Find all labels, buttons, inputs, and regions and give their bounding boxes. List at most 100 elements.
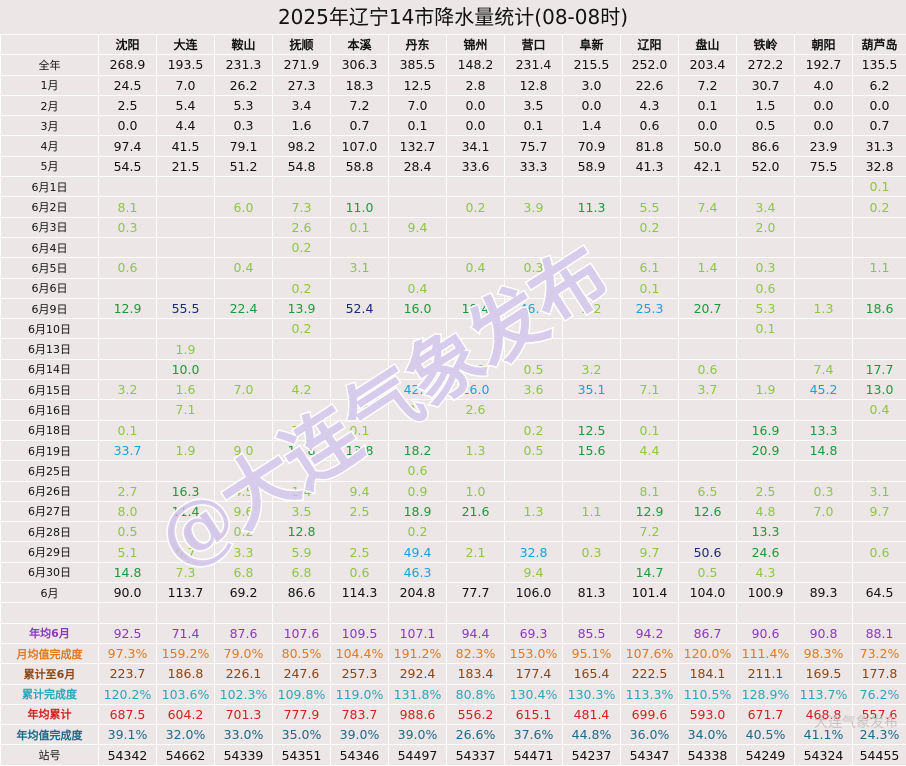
table-cell: 9.4	[331, 481, 389, 501]
table-cell	[157, 420, 215, 440]
table-cell: 5.9	[273, 542, 331, 562]
row-label: 年均值完成度	[1, 725, 99, 745]
table-cell: 107.6%	[621, 643, 679, 663]
table-cell	[215, 177, 273, 197]
table-cell: 34.0%	[679, 725, 737, 745]
table-cell: 0.5	[505, 440, 563, 460]
table-cell	[563, 481, 621, 501]
table-cell: 8.1	[99, 197, 157, 217]
table-cell	[157, 278, 215, 298]
table-cell: 0.0	[563, 95, 621, 115]
table-cell	[447, 278, 505, 298]
table-cell	[447, 562, 505, 582]
row-label: 6月19日	[1, 440, 99, 460]
table-cell: 2.6	[447, 400, 505, 420]
table-cell	[331, 603, 389, 623]
table-cell	[215, 461, 273, 481]
table-cell: 215.5	[563, 55, 621, 75]
table-cell: 1.5	[737, 95, 795, 115]
table-cell: 54347	[621, 745, 679, 765]
table-cell	[737, 177, 795, 197]
table-cell	[563, 339, 621, 359]
table-cell: 9.4	[331, 400, 389, 420]
table-cell: 24.6	[737, 542, 795, 562]
table-cell: 13.0	[853, 380, 906, 400]
table-cell: 75.5	[795, 156, 853, 176]
table-cell	[795, 603, 853, 623]
table-cell: 12.8	[505, 75, 563, 95]
table-cell: 76.2%	[853, 684, 906, 704]
table-cell	[389, 420, 447, 440]
table-cell: 13.3	[795, 420, 853, 440]
table-cell: 17.7	[853, 359, 906, 379]
table-cell: 292.4	[389, 664, 447, 684]
table-cell: 16.0	[389, 298, 447, 318]
table-cell: 8.0	[99, 501, 157, 521]
table-cell: 3.2	[99, 380, 157, 400]
table-cell: 3.9	[505, 197, 563, 217]
table-cell: 75.7	[505, 136, 563, 156]
table-cell: 79.1	[215, 136, 273, 156]
table-cell: 85.5	[563, 623, 621, 643]
table-cell: 2.5	[737, 481, 795, 501]
row-label: 6月30日	[1, 562, 99, 582]
table-cell	[99, 400, 157, 420]
table-cell: 54497	[389, 745, 447, 765]
table-cell: 0.2	[215, 522, 273, 542]
table-cell: 0.3	[737, 258, 795, 278]
table-cell: 45.2	[795, 380, 853, 400]
table-cell: 70.9	[563, 136, 621, 156]
row-label: 6月	[1, 583, 99, 603]
table-cell: 0.4	[389, 278, 447, 298]
table-cell	[853, 461, 906, 481]
table-cell	[273, 461, 331, 481]
table-cell	[331, 319, 389, 339]
table-cell: 0.0	[679, 116, 737, 136]
table-cell: 7.2	[679, 75, 737, 95]
table-cell	[563, 400, 621, 420]
table-cell	[853, 562, 906, 582]
table-cell: 20.9	[737, 440, 795, 460]
table-cell	[737, 339, 795, 359]
table-cell	[563, 603, 621, 623]
table-cell: 42.5	[389, 380, 447, 400]
table-cell	[157, 522, 215, 542]
table-cell	[99, 359, 157, 379]
table-cell: 41.3	[621, 156, 679, 176]
table-cell: 41.1%	[795, 725, 853, 745]
table-cell	[621, 237, 679, 257]
table-cell: 5.3	[737, 298, 795, 318]
table-cell: 0.2	[273, 237, 331, 257]
table-cell: 13.9	[273, 298, 331, 318]
table-cell: 37.6%	[505, 725, 563, 745]
header-city: 抚顺	[273, 35, 331, 55]
table-cell: 107.1	[389, 623, 447, 643]
table-cell: 103.6%	[157, 684, 215, 704]
table-cell: 203.4	[679, 55, 737, 75]
table-cell: 12.9	[99, 298, 157, 318]
table-cell	[795, 461, 853, 481]
table-cell: 90.8	[795, 623, 853, 643]
table-cell	[99, 319, 157, 339]
table-cell: 89.3	[795, 583, 853, 603]
table-cell: 6.0	[215, 197, 273, 217]
table-cell: 40.5%	[737, 725, 795, 745]
table-cell: 2.2	[563, 298, 621, 318]
table-cell	[679, 278, 737, 298]
table-cell: 7.8	[273, 420, 331, 440]
table-cell: 4.3	[737, 562, 795, 582]
table-cell: 1.1	[853, 258, 906, 278]
table-cell: 94.2	[621, 623, 679, 643]
table-cell	[505, 603, 563, 623]
table-cell	[157, 197, 215, 217]
table-cell	[215, 420, 273, 440]
table-cell: 153.0%	[505, 643, 563, 663]
table-cell: 0.5	[737, 116, 795, 136]
